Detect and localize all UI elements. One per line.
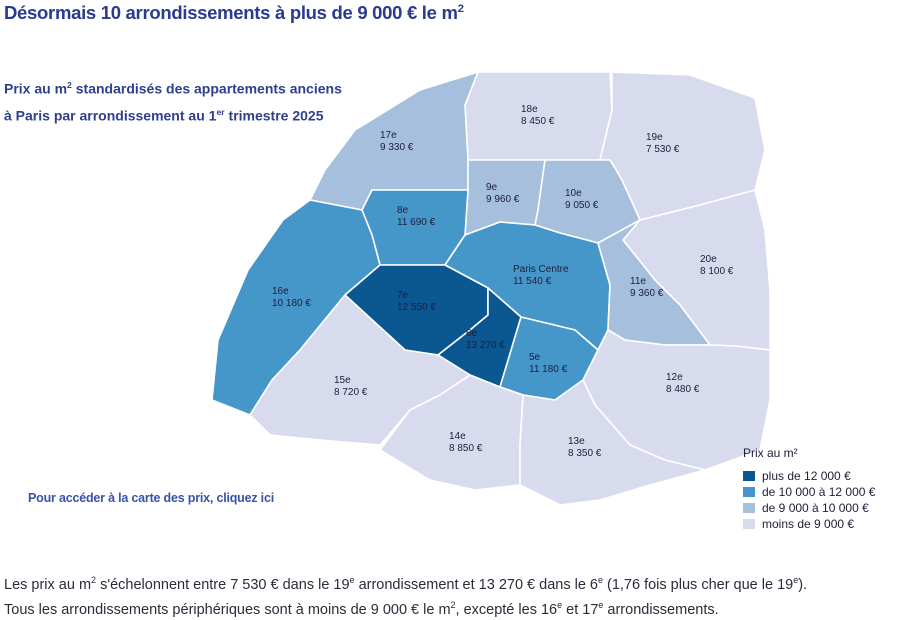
district-13-area bbox=[519, 379, 706, 506]
district-15-price: 8 720 € bbox=[334, 387, 368, 398]
district-11-name: 11e bbox=[630, 276, 646, 287]
headline: Désormais 10 arrondissements à plus de 9… bbox=[4, 2, 464, 24]
footer-sup: 2 bbox=[91, 575, 97, 585]
legend-title: Prix au m² bbox=[743, 446, 798, 460]
district-5-name: 5e bbox=[529, 352, 541, 363]
district-13-price: 8 350 € bbox=[568, 448, 602, 459]
district-18-name: 18e bbox=[521, 104, 538, 115]
legend-label: de 9 000 à 10 000 € bbox=[762, 501, 869, 515]
district-9-name: 9e bbox=[486, 182, 498, 193]
district-8-price: 11 690 € bbox=[397, 217, 436, 228]
district-14-name: 14e bbox=[449, 431, 466, 442]
footer-text: Tous les arrondissements périphériques s… bbox=[4, 601, 451, 618]
footer-text: arrondissement et 13 270 € dans le 6 bbox=[354, 576, 598, 593]
footer-sup: e bbox=[793, 575, 799, 585]
legend-swatch bbox=[743, 471, 755, 481]
district-10-name: 10e bbox=[565, 188, 582, 199]
subtitle-text: Prix au m bbox=[4, 80, 68, 97]
legend-label: de 10 000 à 12 000 € bbox=[762, 485, 876, 499]
map-subtitle: Prix au m2 standardisés des appartements… bbox=[4, 74, 342, 127]
district-16-name: 16e bbox=[272, 286, 289, 297]
footer-sup: e bbox=[598, 599, 604, 610]
subtitle-sup: 2 bbox=[67, 80, 72, 90]
district-16-price: 10 180 € bbox=[272, 298, 311, 309]
district-13-name: 13e bbox=[568, 436, 585, 447]
district-6-name: 6e bbox=[466, 328, 478, 339]
headline-text: Désormais 10 arrondissements à plus de 9… bbox=[4, 2, 458, 23]
legend: Prix au m² plus de 12 000 € de 10 000 à … bbox=[743, 446, 875, 532]
legend-item: moins de 9 000 € bbox=[743, 516, 875, 532]
subtitle-line-1: Prix au m2 standardisés des appartements… bbox=[4, 74, 342, 101]
district-15-name: 15e bbox=[334, 375, 351, 386]
district-8-name: 8e bbox=[397, 205, 409, 216]
legend-swatch bbox=[743, 487, 755, 497]
district-19-name: 19e bbox=[646, 132, 663, 143]
legend-label: moins de 9 000 € bbox=[762, 517, 855, 531]
district-12-price: 8 480 € bbox=[666, 384, 700, 395]
district-17-name: 17e bbox=[380, 130, 397, 141]
district-14-price: 8 850 € bbox=[449, 443, 483, 454]
footer-sup: e bbox=[349, 575, 355, 585]
footer-note: Les prix au m2 s'échelonnent entre 7 530… bbox=[4, 570, 807, 620]
footer-sup: 2 bbox=[450, 599, 456, 610]
legend-swatch bbox=[743, 519, 755, 529]
district-14-area bbox=[379, 374, 524, 491]
footer-text: et 17 bbox=[562, 601, 599, 618]
footer-line-2: Tous les arrondissements périphériques s… bbox=[4, 595, 807, 620]
footer-sup: e bbox=[557, 599, 563, 610]
subtitle-text: à Paris par arrondissement au 1 bbox=[4, 107, 217, 124]
legend-label: plus de 12 000 € bbox=[762, 469, 851, 483]
headline-sup: 2 bbox=[457, 2, 464, 15]
footer-text: Les prix au m bbox=[4, 576, 92, 593]
district-7-price: 12 550 € bbox=[397, 302, 436, 313]
district-10-price: 9 050 € bbox=[565, 200, 599, 211]
district-20-price: 8 100 € bbox=[700, 266, 734, 277]
district-centre-price: 11 540 € bbox=[513, 276, 552, 287]
footer-sup: e bbox=[597, 575, 603, 585]
district-18-price: 8 450 € bbox=[521, 116, 555, 127]
legend-item: de 10 000 à 12 000 € bbox=[743, 484, 875, 500]
footer-text: arrondissements. bbox=[603, 601, 719, 618]
subtitle-text: trimestre 2025 bbox=[224, 107, 324, 124]
district-17-price: 9 330 € bbox=[380, 142, 414, 153]
district-centre-name: Paris Centre bbox=[513, 264, 569, 275]
footer-text: s'échelonnent entre 7 530 € dans le 19 bbox=[96, 576, 350, 593]
legend-item: de 9 000 à 10 000 € bbox=[743, 500, 875, 516]
district-19-price: 7 530 € bbox=[646, 144, 680, 155]
legend-swatch bbox=[743, 503, 755, 513]
district-20-name: 20e bbox=[700, 254, 717, 265]
district-11-price: 9 360 € bbox=[630, 288, 664, 299]
subtitle-sup: er bbox=[216, 106, 225, 117]
footer-line-1: Les prix au m2 s'échelonnent entre 7 530… bbox=[4, 570, 807, 595]
footer-text: , excepté les 16 bbox=[455, 601, 558, 618]
district-9-price: 9 960 € bbox=[486, 194, 520, 205]
district-5-price: 11 180 € bbox=[529, 364, 568, 375]
footer-text: ). bbox=[798, 576, 808, 593]
subtitle-line-2: à Paris par arrondissement au 1er trimes… bbox=[4, 101, 342, 128]
district-7-name: 7e bbox=[397, 290, 409, 301]
legend-item: plus de 12 000 € bbox=[743, 468, 875, 484]
district-6-price: 13 270 € bbox=[466, 340, 505, 351]
footer-text: (1,76 fois plus cher que le 19 bbox=[602, 576, 794, 593]
price-map-link[interactable]: Pour accéder à la carte des prix, clique… bbox=[28, 491, 274, 505]
subtitle-text: standardisés des appartements anciens bbox=[71, 80, 342, 97]
district-12-name: 12e bbox=[666, 372, 683, 383]
